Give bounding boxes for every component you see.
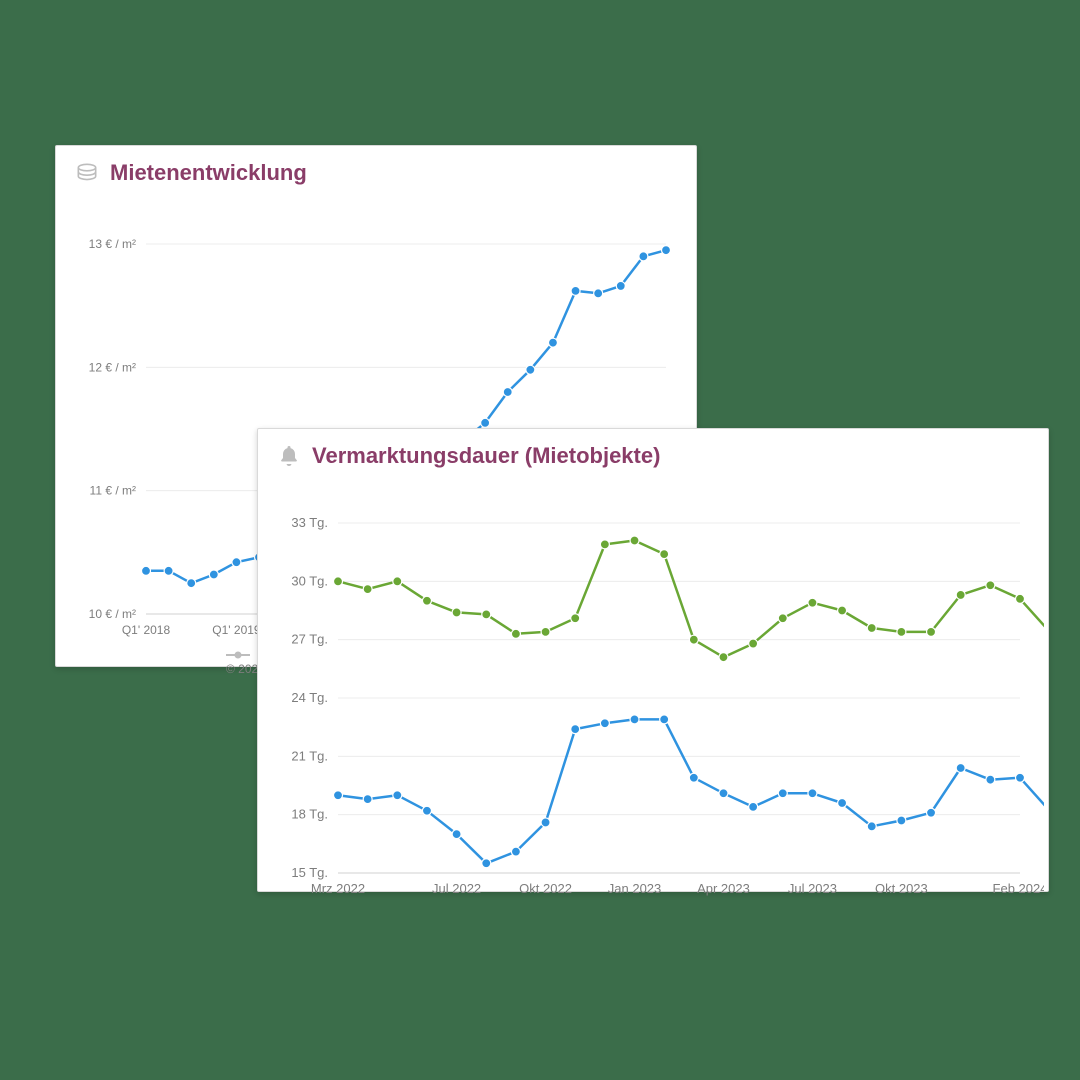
coins-icon <box>74 160 100 186</box>
svg-text:Jan 2023: Jan 2023 <box>608 881 662 896</box>
svg-text:30 Tg.: 30 Tg. <box>291 573 328 588</box>
card-vermarktungsdauer: Vermarktungsdauer (Mietobjekte) 15 Tg. 18… <box>257 428 1049 892</box>
svg-text:Q1' 2018: Q1' 2018 <box>122 623 171 637</box>
card-header: Vermarktungsdauer (Mietobjekte) <box>258 429 1048 473</box>
svg-text:Jul 2023: Jul 2023 <box>788 881 837 896</box>
svg-text:Jul 2022: Jul 2022 <box>432 881 481 896</box>
svg-text:15 Tg.: 15 Tg. <box>291 865 328 880</box>
svg-text:11 € / m²: 11 € / m² <box>90 484 136 498</box>
svg-text:13 € / m²: 13 € / m² <box>89 237 136 251</box>
card-title: Vermarktungsdauer (Mietobjekte) <box>312 443 660 469</box>
svg-text:12 € / m²: 12 € / m² <box>89 360 136 374</box>
svg-text:18 Tg.: 18 Tg. <box>291 807 328 822</box>
svg-text:Apr 2023: Apr 2023 <box>697 881 750 896</box>
svg-text:33 Tg.: 33 Tg. <box>291 515 328 530</box>
legend-glyph <box>226 650 250 660</box>
svg-text:24 Tg.: 24 Tg. <box>291 690 328 705</box>
svg-text:21 Tg.: 21 Tg. <box>291 748 328 763</box>
card-title: Mietenentwicklung <box>110 160 307 186</box>
svg-text:Q1' 2019: Q1' 2019 <box>212 623 261 637</box>
svg-text:Okt 2022: Okt 2022 <box>519 881 572 896</box>
chart-area: 15 Tg. 18 Tg. 21 Tg. 24 Tg. 27 Tg. 30 Tg. 33 T… <box>258 473 1048 909</box>
card-header: Mietenentwicklung <box>56 146 696 190</box>
line-chart: 15 Tg. 18 Tg. 21 Tg. 24 Tg. 27 Tg. 30 Tg. 33 T… <box>258 473 1044 909</box>
svg-text:10 € / m²: 10 € / m² <box>89 607 136 621</box>
bell-icon <box>276 443 302 469</box>
svg-text:Mrz 2022: Mrz 2022 <box>311 881 365 896</box>
svg-text:Okt 2023: Okt 2023 <box>875 881 928 896</box>
svg-text:27 Tg.: 27 Tg. <box>291 632 328 647</box>
svg-text:Feb 2024: Feb 2024 <box>993 881 1044 896</box>
